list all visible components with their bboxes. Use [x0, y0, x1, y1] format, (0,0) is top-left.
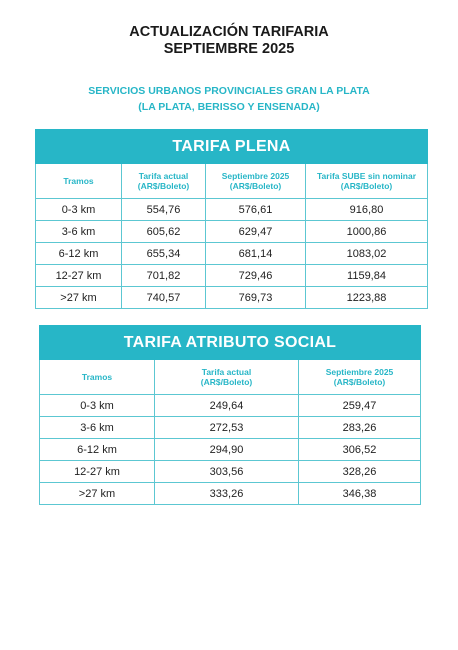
page-subtitle: SERVICIOS URBANOS PROVINCIALES GRAN LA P…: [0, 83, 458, 115]
table-row: 0-3 km 554,76 576,61 916,80: [35, 198, 429, 221]
column-header-label: Septiembre 2025: [221, 171, 290, 181]
tramo-cell: 12-27 km: [35, 264, 122, 287]
tarifa-plena-heading: TARIFA PLENA: [34, 129, 429, 164]
column-header-label: Tarifa SUBE sin nominar: [316, 171, 417, 181]
column-header: Tramos: [35, 163, 122, 199]
fare-cell: 249,64: [154, 394, 299, 417]
table-row: 12-27 km 701,82 729,46 1159,84: [35, 264, 429, 287]
fare-cell: 328,26: [298, 460, 421, 483]
column-header: Tarifa SUBE sin nominar (AR$/Boleto): [304, 163, 429, 199]
fare-cell: 916,80: [304, 198, 429, 221]
tramo-cell: 0-3 km: [39, 394, 155, 417]
fare-cell: 681,14: [205, 242, 306, 265]
fare-cell: 1223,88: [304, 286, 429, 309]
tramo-cell: 12-27 km: [39, 460, 155, 483]
fare-cell: 576,61: [205, 198, 306, 221]
fare-cell: 554,76: [121, 198, 206, 221]
fare-cell: 272,53: [154, 416, 299, 439]
fare-cell: 306,52: [298, 438, 421, 461]
fare-cell: 346,38: [298, 482, 421, 505]
column-header-label: Tramos: [63, 176, 94, 186]
fare-cell: 701,82: [121, 264, 206, 287]
fare-cell: 605,62: [121, 220, 206, 243]
fare-cell: 333,26: [154, 482, 299, 505]
column-header: Septiembre 2025 (AR$/Boleto): [205, 163, 306, 199]
fare-cell: 655,34: [121, 242, 206, 265]
column-header-label: Septiembre 2025: [325, 367, 394, 377]
tramo-cell: 3-6 km: [35, 220, 122, 243]
page-title-line1: ACTUALIZACIÓN TARIFARIA: [129, 24, 329, 40]
tarifa-social-heading: TARIFA ATRIBUTO SOCIAL: [39, 325, 421, 360]
column-header: Tramos: [39, 359, 155, 395]
fare-cell: 1000,86: [304, 220, 429, 243]
column-header: Septiembre 2025 (AR$/Boleto): [298, 359, 421, 395]
tramo-cell: 0-3 km: [35, 198, 122, 221]
column-header: Tarifa actual (AR$/Boleto): [154, 359, 299, 395]
fare-cell: 740,57: [121, 286, 206, 309]
fare-cell: 729,46: [205, 264, 306, 287]
table-row: 12-27 km 303,56 328,26: [39, 460, 421, 483]
fare-cell: 769,73: [205, 286, 306, 309]
fare-cell: 1159,84: [304, 264, 429, 287]
table-row: >27 km 740,57 769,73 1223,88: [35, 286, 429, 309]
column-header-unit: (AR$/Boleto): [200, 377, 253, 387]
fare-cell: 259,47: [298, 394, 421, 417]
page-subtitle-line1: SERVICIOS URBANOS PROVINCIALES GRAN LA P…: [88, 85, 370, 97]
table-row: 0-3 km 249,64 259,47: [39, 394, 421, 417]
tramo-cell: >27 km: [35, 286, 122, 309]
column-header-label: Tarifa actual: [201, 367, 252, 377]
column-header-unit: (AR$/Boleto): [340, 181, 393, 191]
page-title-line2: SEPTIEMBRE 2025: [163, 41, 295, 57]
column-header: Tarifa actual (AR$/Boleto): [121, 163, 206, 199]
tramo-cell: 6-12 km: [35, 242, 122, 265]
tramo-cell: 6-12 km: [39, 438, 155, 461]
fare-cell: 1083,02: [304, 242, 429, 265]
fare-cell: 283,26: [298, 416, 421, 439]
tramo-cell: >27 km: [39, 482, 155, 505]
tarifa-social-table: TARIFA ATRIBUTO SOCIAL Tramos Tarifa actu…: [39, 325, 421, 505]
column-header-label: Tarifa actual: [138, 171, 189, 181]
fare-cell: 303,56: [154, 460, 299, 483]
table-row: 3-6 km 272,53 283,26: [39, 416, 421, 439]
tarifa-plena-table: TARIFA PLENA Tramos Tarifa actual (AR$/Bol…: [34, 129, 429, 309]
table-row: 6-12 km 294,90 306,52: [39, 438, 421, 461]
table-row: 3-6 km 605,62 629,47 1000,86: [35, 220, 429, 243]
fare-cell: 629,47: [205, 220, 306, 243]
table-row: >27 km 333,26 346,38: [39, 482, 421, 505]
fare-cell: 294,90: [154, 438, 299, 461]
page-subtitle-line2: (LA PLATA, BERISSO Y ENSENADA): [138, 101, 320, 113]
table-header-row: Tramos Tarifa actual (AR$/Boleto) Septiembr…: [35, 163, 429, 199]
column-header-unit: (AR$/Boleto): [333, 377, 386, 387]
page-title: ACTUALIZACIÓN TARIFARIA SEPTIEMBRE 2025: [0, 24, 458, 58]
table-header-row: Tramos Tarifa actual (AR$/Boleto) Septiembr…: [39, 359, 421, 395]
table-row: 6-12 km 655,34 681,14 1083,02: [35, 242, 429, 265]
column-header-unit: (AR$/Boleto): [229, 181, 282, 191]
column-header-label: Tramos: [81, 372, 113, 382]
tramo-cell: 3-6 km: [39, 416, 155, 439]
column-header-unit: (AR$/Boleto): [137, 181, 190, 191]
